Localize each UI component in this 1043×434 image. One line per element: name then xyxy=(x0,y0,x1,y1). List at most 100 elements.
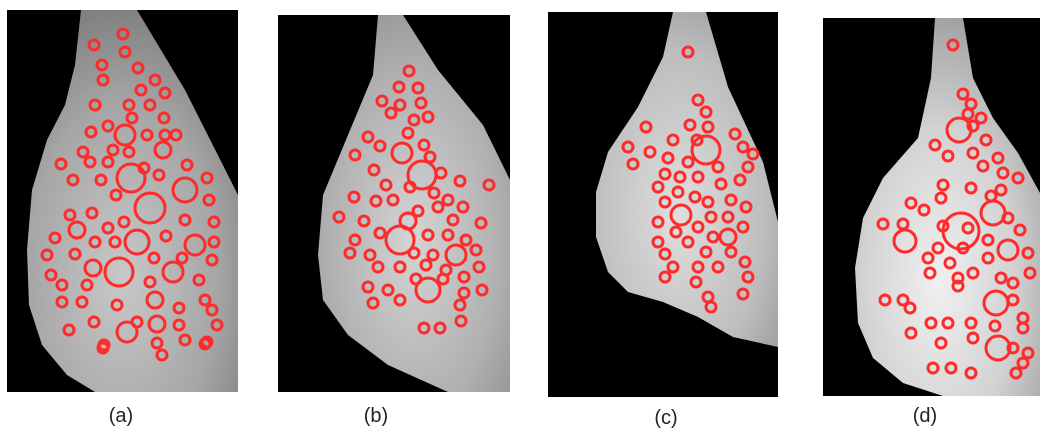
detection-circle xyxy=(966,119,980,133)
detection-circle xyxy=(991,151,1005,165)
detection-circle xyxy=(1016,321,1030,335)
detection-circle xyxy=(904,326,918,340)
detection-circle xyxy=(704,210,718,224)
detection-circle xyxy=(444,243,468,267)
detection-circle xyxy=(934,191,948,205)
detection-circle xyxy=(718,227,738,247)
detection-circle xyxy=(122,98,136,112)
detection-circle xyxy=(956,241,970,255)
mammogram-panel-c xyxy=(548,12,778,397)
detection-circle xyxy=(363,248,377,262)
detection-circle xyxy=(658,270,672,284)
detection-circle xyxy=(175,251,189,265)
detection-circle xyxy=(1006,276,1020,290)
detection-circle xyxy=(658,195,672,209)
detection-circle xyxy=(401,126,415,140)
detection-circle xyxy=(115,162,147,194)
breast-tissue-d xyxy=(855,18,1040,396)
detection-circle xyxy=(392,80,406,94)
panel-label-b: (b) xyxy=(363,405,389,427)
detection-circle xyxy=(714,177,728,191)
detection-circle xyxy=(658,167,672,181)
detection-circle xyxy=(741,160,755,174)
detection-circle xyxy=(55,278,69,292)
detection-circle xyxy=(200,335,214,349)
detection-circle xyxy=(658,247,672,261)
mammogram-image-b xyxy=(318,15,510,392)
detection-circle xyxy=(736,220,750,234)
detection-circle xyxy=(728,127,742,141)
detection-circle xyxy=(673,170,687,184)
detection-circle xyxy=(384,224,416,256)
detection-circle xyxy=(202,193,216,207)
detection-circle xyxy=(892,228,918,254)
detection-circle xyxy=(357,214,371,228)
detection-circle xyxy=(943,256,957,270)
detection-circle xyxy=(724,245,738,259)
detection-circle xyxy=(706,230,720,244)
detection-circle xyxy=(984,334,1012,362)
breast-tissue-c xyxy=(596,12,778,347)
detection-circle xyxy=(738,255,752,269)
detection-circle xyxy=(453,174,467,188)
detection-circle xyxy=(701,120,715,134)
detection-circle xyxy=(436,272,450,286)
detection-circle xyxy=(454,314,468,328)
detection-circle xyxy=(421,228,435,242)
detection-circle xyxy=(180,158,194,172)
detection-circle xyxy=(88,235,102,249)
detection-circle xyxy=(116,27,130,41)
panel-label-a: (a) xyxy=(108,405,134,427)
detection-circle xyxy=(733,173,747,187)
detection-circle xyxy=(711,160,725,174)
detection-circle xyxy=(956,87,970,101)
detection-circle xyxy=(169,128,183,142)
detection-circle xyxy=(147,251,161,265)
detection-circle xyxy=(95,58,109,72)
detection-circle xyxy=(207,215,221,229)
detection-circle xyxy=(210,318,224,332)
detection-circle xyxy=(651,180,665,194)
detection-circle xyxy=(639,120,653,134)
detection-circle xyxy=(148,73,162,87)
detection-circle xyxy=(876,217,890,231)
detection-circle xyxy=(431,200,445,214)
detection-circle xyxy=(689,275,703,289)
detection-circles-c xyxy=(621,45,760,314)
detection-circle xyxy=(981,251,995,265)
detection-circle xyxy=(361,280,375,294)
detection-circle xyxy=(721,210,735,224)
detection-circle xyxy=(441,193,455,207)
detection-circle xyxy=(54,157,68,171)
detection-circle xyxy=(951,279,965,293)
detection-circle xyxy=(1006,341,1020,355)
detection-circle xyxy=(113,123,137,147)
detection-circle xyxy=(183,233,207,257)
detection-circle xyxy=(457,286,471,300)
detection-circle xyxy=(44,268,58,282)
detection-circle xyxy=(386,193,400,207)
detection-circle xyxy=(367,163,381,177)
mammogram-panel-d xyxy=(823,18,1040,396)
detection-circle xyxy=(1023,266,1037,280)
detection-circle xyxy=(661,151,675,165)
detection-circle xyxy=(456,200,470,214)
detection-circle xyxy=(143,275,157,289)
detection-circle xyxy=(966,146,980,160)
detection-circle xyxy=(996,238,1020,262)
mammogram-image-d xyxy=(855,18,1040,396)
detection-circle xyxy=(931,241,945,255)
detection-circle xyxy=(118,45,132,59)
detection-circle xyxy=(951,271,965,285)
detection-circle xyxy=(80,278,94,292)
panel-label-c: (c) xyxy=(654,407,678,429)
detection-circle xyxy=(704,300,718,314)
detection-circle xyxy=(40,248,54,262)
detection-circle xyxy=(711,260,725,274)
detection-circle xyxy=(143,98,157,112)
detection-circle xyxy=(896,293,910,307)
detection-circle xyxy=(63,208,77,222)
detection-circle xyxy=(123,228,151,256)
detection-circle xyxy=(1016,356,1030,370)
detection-circle xyxy=(373,139,387,153)
